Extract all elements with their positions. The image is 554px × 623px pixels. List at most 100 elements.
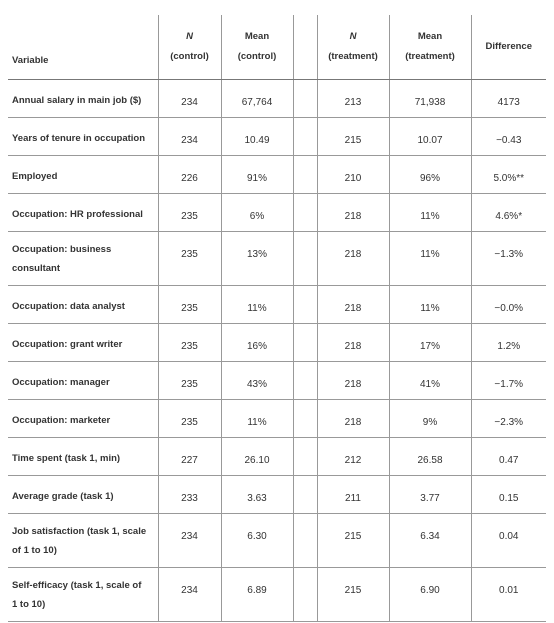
value-cell: 218 — [316, 193, 389, 232]
value-cell: 0.15 — [470, 475, 546, 514]
variable-line: Annual salary in main job ($) — [12, 95, 142, 106]
value-cell: 235 — [157, 399, 221, 438]
table-row: Annual salary in main job ($) 234 67,764 21… — [8, 79, 546, 118]
variable-line: Occupation: marketer — [12, 415, 111, 426]
table-row: Occupation: grant writer 235 16% 218 17% 1.2% — [8, 323, 546, 362]
header-line: Difference — [485, 41, 532, 52]
value-cell: 0.01 — [470, 567, 546, 622]
value-cell: 210 — [316, 155, 389, 194]
value-cell: −0.0% — [470, 285, 546, 324]
variable-cell: Years of tenure in occupation — [8, 117, 158, 156]
value-cell: 215 — [316, 567, 389, 622]
value-cell: 11% — [388, 193, 471, 232]
table-row: Average grade (task 1) 233 3.63 211 3.77 0.15 — [8, 475, 546, 514]
spacer-cell — [292, 231, 317, 286]
spacer-cell — [292, 117, 317, 156]
value-cell: 234 — [157, 513, 221, 568]
header-line: (control) — [237, 51, 277, 62]
variable-line: Job satisfaction (task 1, scale — [12, 526, 147, 537]
value-cell: 235 — [157, 361, 221, 400]
table-row: Occupation: HR professional 235 6% 218 11% 4.… — [8, 193, 546, 232]
value-cell: 5.0%** — [470, 155, 546, 194]
spacer-cell — [292, 361, 317, 400]
value-cell: 235 — [157, 323, 221, 362]
value-cell: 13% — [220, 231, 293, 286]
value-cell: 10.07 — [388, 117, 471, 156]
value-cell: 218 — [316, 361, 389, 400]
variable-cell: Employed — [8, 155, 158, 194]
variable-cell: Self-efficacy (task 1, scale of 1 to 10) — [8, 567, 158, 622]
value-cell: 215 — [316, 117, 389, 156]
variable-line: of 1 to 10) — [12, 545, 57, 556]
value-cell: 17% — [388, 323, 471, 362]
value-cell: 218 — [316, 323, 389, 362]
spacer-cell — [292, 513, 317, 568]
variable-line: Occupation: grant writer — [12, 339, 123, 350]
table-row: Occupation: business consultant 235 13% 218 1… — [8, 231, 546, 286]
value-cell: 212 — [316, 437, 389, 476]
value-cell: 9% — [388, 399, 471, 438]
variable-line: Self-efficacy (task 1, scale of — [12, 580, 142, 591]
value-cell: 235 — [157, 193, 221, 232]
value-cell: −2.3% — [470, 399, 546, 438]
variable-cell: Occupation: grant writer — [8, 323, 158, 362]
header-line: Mean — [417, 31, 443, 42]
value-cell: 16% — [220, 323, 293, 362]
value-cell: 1.2% — [470, 323, 546, 362]
value-cell: 235 — [157, 231, 221, 286]
column-header: Difference — [470, 15, 546, 80]
value-cell: 11% — [388, 231, 471, 286]
value-cell: 3.63 — [220, 475, 293, 514]
value-cell: 218 — [316, 285, 389, 324]
value-cell: 11% — [388, 285, 471, 324]
value-cell: 215 — [316, 513, 389, 568]
column-header: N (treatment) — [316, 15, 389, 80]
table-row: Occupation: manager 235 43% 218 41% −1.7% — [8, 361, 546, 400]
value-cell: 91% — [220, 155, 293, 194]
value-cell: 26.58 — [388, 437, 471, 476]
value-cell: −1.3% — [470, 231, 546, 286]
spacer-cell — [292, 323, 317, 362]
value-cell: 11% — [220, 399, 293, 438]
value-cell: 234 — [157, 567, 221, 622]
value-cell: 234 — [157, 117, 221, 156]
variable-line: Occupation: manager — [12, 377, 110, 388]
spacer-cell — [292, 193, 317, 232]
spacer-cell — [292, 15, 317, 80]
value-cell: 26.10 — [220, 437, 293, 476]
value-cell: 218 — [316, 231, 389, 286]
value-cell: 0.04 — [470, 513, 546, 568]
variable-cell: Job satisfaction (task 1, scale of 1 to 1… — [8, 513, 158, 568]
header-line: (treatment) — [328, 51, 378, 62]
variable-cell: Occupation: manager — [8, 361, 158, 400]
variable-cell: Occupation: HR professional — [8, 193, 158, 232]
column-header: N (control) — [157, 15, 221, 80]
spacer-cell — [292, 567, 317, 622]
variable-cell: Average grade (task 1) — [8, 475, 158, 514]
value-cell: −0.43 — [470, 117, 546, 156]
variable-cell: Annual salary in main job ($) — [8, 79, 158, 118]
variable-line: Years of tenure in occupation — [12, 133, 146, 144]
value-cell: 4.6%* — [470, 193, 546, 232]
table-body: Annual salary in main job ($) 234 67,764 21… — [8, 79, 546, 622]
value-cell: 234 — [157, 79, 221, 118]
spacer-cell — [292, 79, 317, 118]
value-cell: 218 — [316, 399, 389, 438]
spacer-cell — [292, 285, 317, 324]
header-line: Variable — [12, 55, 49, 66]
header-line: N — [186, 31, 193, 42]
table-row: Time spent (task 1, min) 227 26.10 212 26.58… — [8, 437, 546, 476]
value-cell: 213 — [316, 79, 389, 118]
results-table: Variable N (control) Mean (control) N (treatme… — [8, 15, 546, 622]
value-cell: 67,764 — [220, 79, 293, 118]
header-row: Variable N (control) Mean (control) N (treatme… — [8, 15, 546, 80]
value-cell: 96% — [388, 155, 471, 194]
value-cell: 3.77 — [388, 475, 471, 514]
value-cell: 41% — [388, 361, 471, 400]
column-header: Mean (control) — [220, 15, 293, 80]
column-header: Mean (treatment) — [388, 15, 471, 80]
variable-line: 1 to 10) — [12, 599, 46, 610]
value-cell: 235 — [157, 285, 221, 324]
spacer-cell — [292, 399, 317, 438]
